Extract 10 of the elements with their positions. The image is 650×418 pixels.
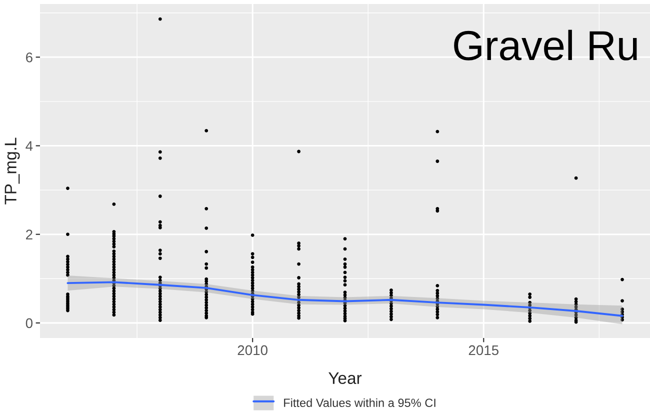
x-axis-title: Year	[328, 372, 362, 384]
x-tick-label: 2010	[238, 345, 268, 356]
legend-label: Fitted Values within a 95% CI	[284, 398, 436, 408]
chart-title: Gravel Ru	[454, 30, 637, 60]
y-tick-label: 6	[26, 52, 32, 62]
x-tick-label: 2015	[468, 345, 499, 356]
y-tick-label: 2	[26, 230, 32, 240]
y-tick-label: 0	[26, 318, 33, 328]
y-tick-label: 4	[26, 141, 33, 151]
y-axis-title: TP_mg.L	[4, 138, 20, 204]
